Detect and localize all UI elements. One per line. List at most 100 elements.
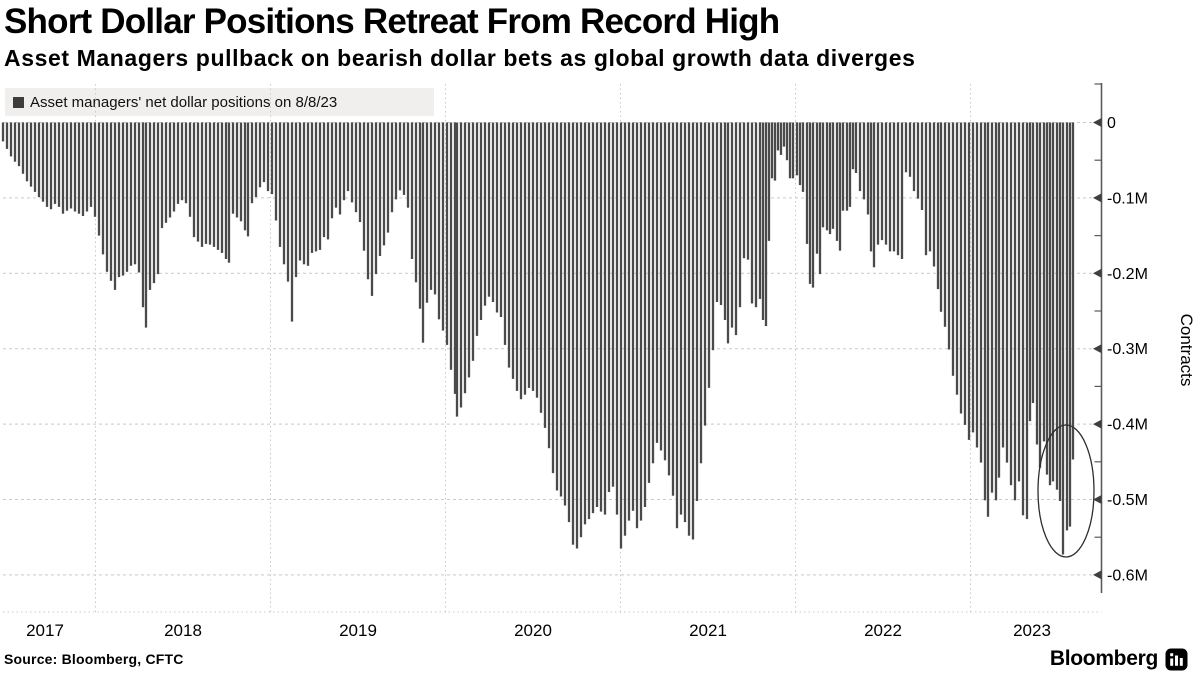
- bar: [779, 122, 783, 155]
- bar: [294, 122, 298, 278]
- bar: [318, 122, 322, 250]
- bar: [1001, 122, 1005, 448]
- bar: [53, 122, 57, 204]
- bar: [872, 122, 876, 268]
- bar: [216, 122, 220, 250]
- bar: [286, 122, 290, 282]
- bar: [1028, 122, 1032, 422]
- bar: [896, 122, 900, 256]
- y-axis-tick-label: 0: [1107, 115, 1116, 132]
- bar: [880, 122, 884, 241]
- bar: [795, 122, 799, 176]
- bar: [33, 122, 37, 192]
- bar: [13, 122, 17, 162]
- page-subtitle: Asset Managers pullback on bearish dolla…: [4, 45, 916, 71]
- bar: [951, 122, 955, 376]
- bar: [370, 122, 374, 296]
- bar: [160, 122, 164, 229]
- bar: [750, 122, 754, 304]
- bloomberg-wordmark: Bloomberg: [1049, 647, 1158, 670]
- bar: [1, 122, 5, 142]
- bar: [77, 122, 81, 214]
- bar: [994, 122, 998, 501]
- bar: [101, 122, 105, 255]
- bar: [196, 122, 200, 242]
- bar: [354, 122, 358, 213]
- bar: [821, 122, 825, 228]
- bar: [773, 122, 777, 181]
- bar: [655, 122, 659, 443]
- bar: [29, 122, 33, 187]
- bar: [805, 122, 809, 244]
- bar: [414, 122, 418, 283]
- bar: [180, 122, 184, 201]
- bar: [892, 122, 896, 252]
- bar: [599, 122, 603, 512]
- bar: [81, 122, 85, 216]
- x-axis-year-label: 2022: [864, 621, 902, 640]
- bar: [1048, 122, 1052, 486]
- bar: [742, 122, 746, 259]
- bar: [711, 122, 715, 351]
- bar: [239, 122, 243, 222]
- bar: [129, 122, 133, 266]
- bar: [168, 122, 172, 218]
- bar: [986, 122, 990, 517]
- bar: [559, 122, 563, 497]
- bar: [382, 122, 386, 246]
- bar: [366, 122, 370, 280]
- x-axis-year-label: 2018: [164, 621, 202, 640]
- bar: [947, 122, 951, 350]
- bar: [172, 122, 176, 212]
- bar: [936, 122, 940, 290]
- bar: [231, 122, 235, 214]
- bar: [595, 122, 599, 507]
- bar: [398, 122, 402, 191]
- bar: [224, 122, 228, 259]
- bar: [85, 122, 89, 212]
- bar: [587, 122, 591, 520]
- bar: [835, 122, 839, 241]
- bar: [453, 122, 457, 394]
- bar: [611, 122, 615, 487]
- bar: [543, 122, 547, 428]
- bar: [912, 122, 916, 192]
- bar: [302, 122, 306, 265]
- bar: [49, 122, 53, 210]
- bar: [619, 122, 623, 549]
- bar: [627, 122, 631, 521]
- bar: [687, 122, 691, 536]
- bar: [583, 122, 587, 525]
- bar: [551, 122, 555, 474]
- bar: [246, 122, 250, 237]
- bar: [250, 122, 254, 204]
- bar: [531, 122, 535, 391]
- bar: [109, 122, 113, 281]
- bar: [475, 122, 479, 336]
- bar: [21, 122, 25, 174]
- bar: [176, 122, 180, 204]
- y-axis-major-tick: [1093, 419, 1102, 429]
- bar: [137, 122, 141, 273]
- bar: [904, 122, 908, 173]
- bar: [262, 122, 266, 183]
- bar: [220, 122, 224, 253]
- bar: [1045, 122, 1049, 475]
- bar: [764, 122, 768, 327]
- bar: [939, 122, 943, 312]
- bar: [459, 122, 463, 408]
- bar: [1042, 122, 1046, 442]
- bar: [449, 122, 453, 370]
- bar: [571, 122, 575, 545]
- bar: [838, 122, 842, 251]
- bar: [200, 122, 204, 247]
- bar: [290, 122, 294, 322]
- bar: [1055, 122, 1059, 490]
- x-axis-year-label: 2017: [26, 621, 64, 640]
- bar: [61, 122, 65, 214]
- bar: [1058, 122, 1062, 501]
- bar: [1013, 122, 1017, 501]
- bar: [133, 122, 137, 265]
- bar: [156, 122, 160, 275]
- bar: [719, 122, 723, 305]
